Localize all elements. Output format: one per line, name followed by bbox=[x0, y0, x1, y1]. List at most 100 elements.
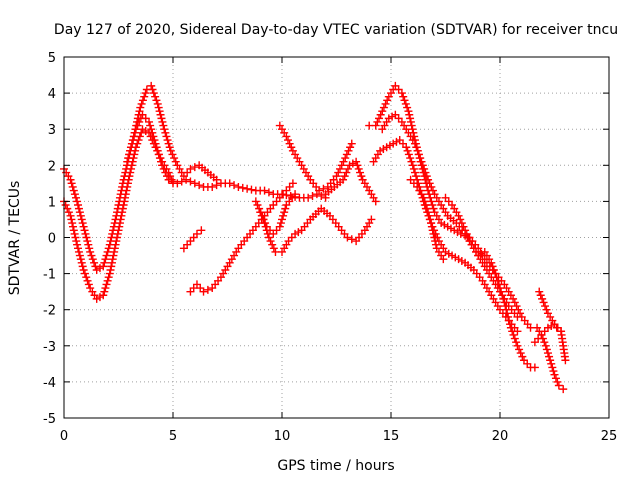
data-point bbox=[547, 359, 556, 368]
x-tick-label: 10 bbox=[274, 429, 291, 444]
data-point bbox=[113, 229, 122, 238]
y-tick-label: -2 bbox=[43, 304, 56, 319]
data-point bbox=[102, 280, 111, 289]
data-point bbox=[126, 168, 135, 177]
data-point bbox=[78, 219, 87, 228]
data-point bbox=[498, 291, 507, 300]
data-point bbox=[124, 175, 133, 184]
data-point bbox=[177, 177, 186, 186]
series-track-2 bbox=[60, 125, 177, 303]
data-point bbox=[409, 164, 418, 173]
data-point bbox=[512, 302, 521, 311]
data-point bbox=[539, 298, 548, 307]
data-point bbox=[509, 330, 518, 339]
data-point bbox=[496, 284, 504, 293]
data-point bbox=[230, 181, 239, 190]
data-point bbox=[346, 143, 355, 152]
data-point bbox=[114, 226, 123, 235]
data-point bbox=[111, 240, 120, 249]
data-point bbox=[85, 244, 94, 253]
x-tick-label: 5 bbox=[169, 429, 177, 444]
data-point bbox=[195, 181, 204, 190]
series-track-1 bbox=[60, 110, 330, 274]
data-point bbox=[376, 110, 385, 119]
data-point bbox=[91, 262, 100, 271]
data-point bbox=[545, 352, 554, 361]
data-point bbox=[357, 172, 366, 181]
data-point bbox=[186, 164, 195, 173]
data-point bbox=[79, 265, 88, 274]
data-point bbox=[118, 208, 127, 217]
data-point bbox=[343, 233, 352, 242]
data-point bbox=[513, 312, 522, 321]
data-point bbox=[129, 132, 138, 141]
data-point bbox=[153, 99, 162, 108]
data-point bbox=[161, 128, 170, 137]
data-point bbox=[127, 139, 136, 148]
data-point bbox=[407, 121, 416, 130]
data-point bbox=[513, 341, 522, 350]
data-point bbox=[510, 334, 519, 343]
data-point bbox=[288, 179, 297, 188]
data-point bbox=[491, 269, 500, 278]
data-point bbox=[431, 237, 440, 246]
y-tick-label: 0 bbox=[48, 232, 56, 247]
data-point bbox=[130, 128, 139, 137]
data-point bbox=[197, 226, 206, 235]
data-point bbox=[457, 219, 466, 228]
data-point bbox=[100, 258, 109, 267]
data-point bbox=[68, 182, 77, 191]
data-point bbox=[88, 255, 97, 264]
data-point bbox=[420, 164, 429, 173]
data-point bbox=[549, 367, 558, 376]
data-point bbox=[151, 92, 160, 101]
data-point bbox=[260, 186, 269, 195]
series-track-11 bbox=[369, 136, 522, 336]
x-tick-label: 0 bbox=[60, 429, 68, 444]
data-point bbox=[339, 175, 348, 184]
data-point bbox=[466, 237, 475, 246]
data-point bbox=[127, 161, 136, 170]
data-point bbox=[353, 161, 362, 170]
data-point bbox=[154, 103, 163, 112]
data-point bbox=[81, 229, 90, 238]
data-point bbox=[412, 172, 421, 181]
data-point bbox=[420, 197, 429, 206]
data-point bbox=[156, 154, 165, 163]
data-point bbox=[427, 219, 436, 228]
data-point bbox=[121, 190, 130, 199]
data-point bbox=[352, 157, 361, 166]
data-point bbox=[499, 294, 508, 303]
data-point bbox=[102, 251, 111, 260]
data-point bbox=[110, 244, 119, 253]
data-point bbox=[199, 287, 208, 296]
data-point bbox=[535, 287, 544, 296]
data-point bbox=[253, 201, 262, 210]
y-tick-label: -5 bbox=[43, 412, 56, 427]
data-point bbox=[403, 146, 412, 155]
data-point bbox=[87, 251, 96, 260]
data-point bbox=[308, 191, 317, 200]
data-point bbox=[64, 208, 73, 217]
data-point bbox=[71, 233, 80, 242]
data-point bbox=[508, 327, 517, 336]
axis-ticks: 0 5 10 15 20 25 -5 -4 -3 -2 -1 0 1 2 3 4 5 bbox=[43, 51, 617, 444]
data-point bbox=[251, 197, 260, 206]
data-point bbox=[279, 211, 288, 220]
data-point bbox=[402, 143, 411, 152]
data-point bbox=[424, 175, 433, 184]
data-point bbox=[108, 255, 117, 264]
data-point bbox=[156, 110, 165, 119]
data-point bbox=[66, 211, 75, 220]
data-point bbox=[497, 287, 506, 296]
data-point bbox=[344, 146, 353, 155]
data-point bbox=[371, 121, 380, 130]
data-point bbox=[280, 208, 289, 217]
data-point bbox=[73, 197, 82, 206]
data-point bbox=[186, 177, 195, 186]
data-point bbox=[147, 81, 156, 90]
data-point bbox=[131, 125, 140, 134]
data-point bbox=[337, 161, 346, 170]
data-point bbox=[378, 107, 387, 116]
series-track-13 bbox=[406, 175, 448, 264]
